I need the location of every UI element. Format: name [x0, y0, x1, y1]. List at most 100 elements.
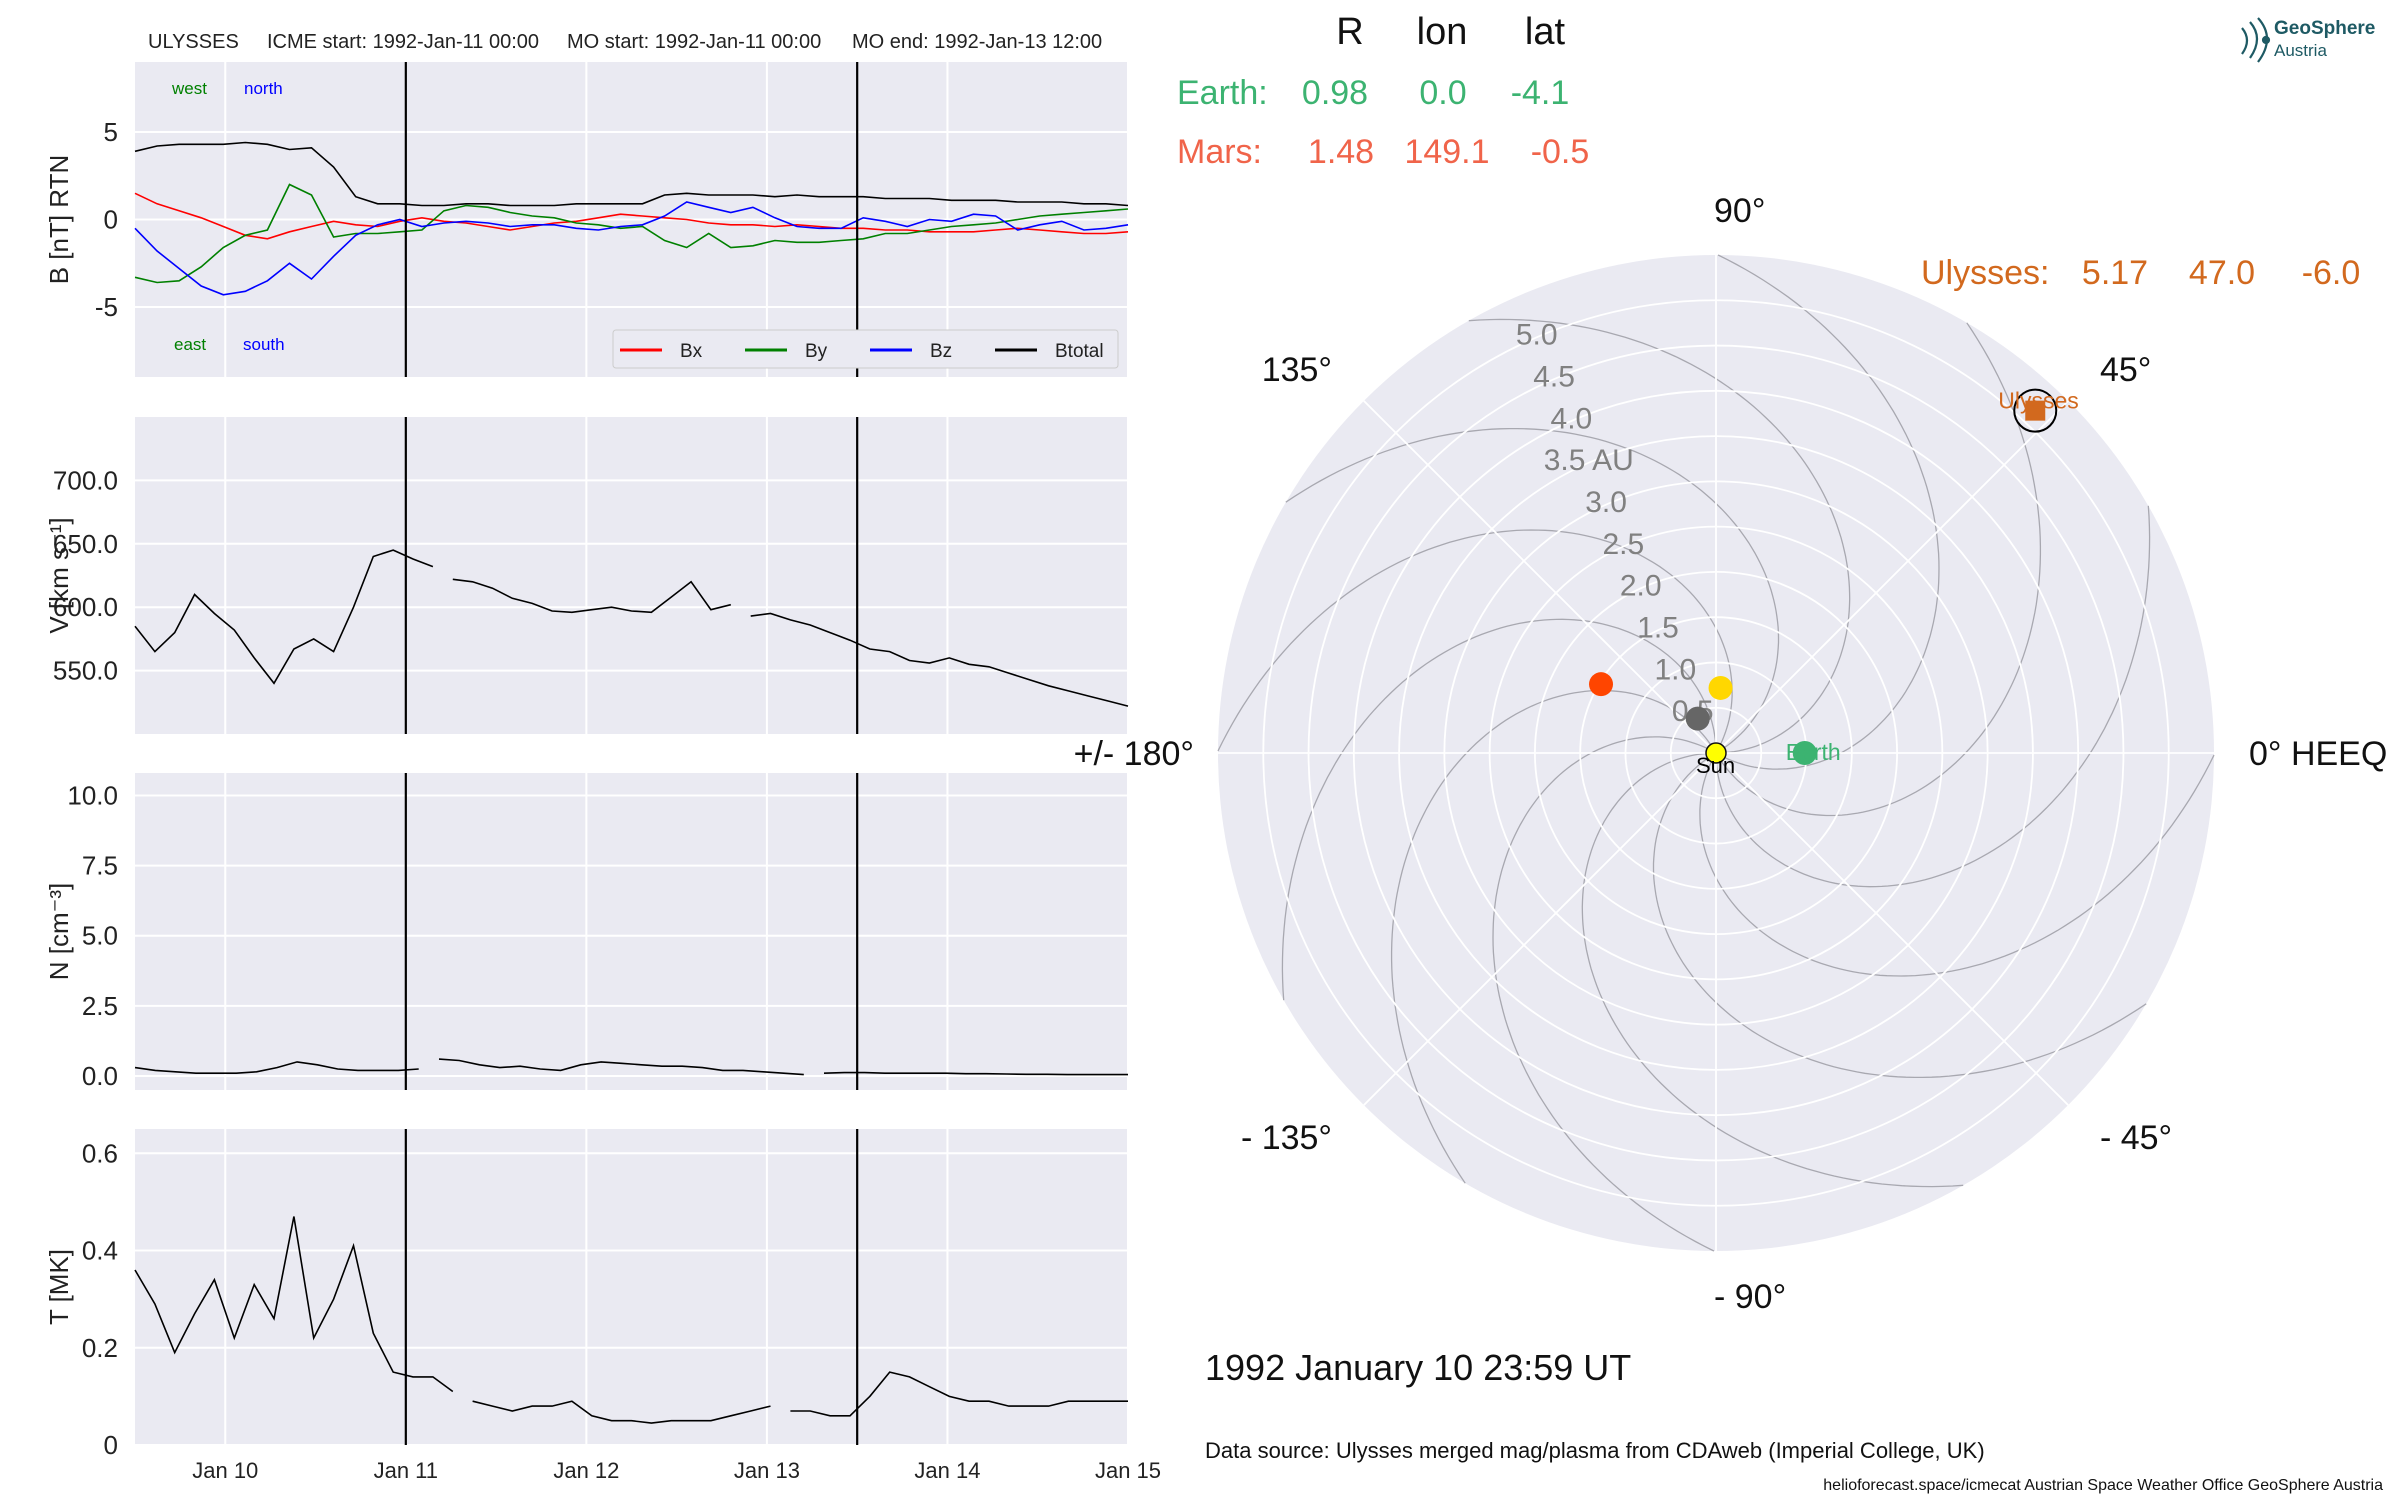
south-label: south [243, 335, 285, 354]
spiral-line [1699, 752, 2215, 977]
series-line-bz [134, 201, 1129, 296]
angle-label: 135° [1262, 351, 1332, 389]
north-label: north [244, 79, 283, 98]
timestamp: 1992 January 10 23:59 UT [1205, 1347, 1631, 1388]
series-line-t [472, 1400, 771, 1424]
spiral-line [1715, 505, 2151, 888]
mars-marker [1589, 672, 1614, 697]
spiral-line [1281, 618, 1717, 1001]
position-table: R lon lat Earth: 0.98 0.0 -4.1 Mars: 1.4… [1177, 11, 2360, 292]
y-tick-label: 5 [104, 117, 118, 147]
r-tick-label: 3.0 [1585, 486, 1627, 519]
series-line-v [750, 612, 1129, 707]
series-line-by [134, 183, 1129, 284]
series-line-bx [134, 192, 1129, 240]
angle-label: 0° HEEQ [2249, 735, 2387, 773]
ulysses-label: Ulysses [1998, 388, 2079, 414]
angular-gridline [1715, 400, 2069, 754]
venus-marker [1708, 675, 1733, 700]
panel-t: Jan 10 Jan 11 Jan 12 Jan 13 Jan 14 Jan 15 0 0.2… [44, 1129, 1161, 1483]
mo-end-text: MO end: 1992-Jan-13 12:00 [852, 31, 1102, 53]
series-line-btotal [134, 141, 1129, 207]
header-lat: lat [1525, 11, 1566, 53]
legend-bx-label: Bx [680, 341, 703, 362]
y-tick-label: 0 [104, 205, 118, 235]
mars-lat: -0.5 [1531, 133, 1590, 171]
earth-label: Earth: [1177, 74, 1268, 112]
spiral-line [1715, 254, 1940, 770]
y-axis-label: B [nT] RTN [44, 155, 74, 285]
angle-label: - 45° [2100, 1119, 2172, 1157]
r-tick-label: 1.0 [1654, 653, 1696, 686]
angle-label: - 135° [1241, 1119, 1332, 1157]
r-tick-label: 2.5 [1603, 528, 1645, 561]
r-tick-label: 2.0 [1620, 570, 1662, 603]
mars-label: Mars: [1177, 133, 1262, 171]
spiral-line [1492, 736, 1717, 1252]
earth-marker [1792, 741, 1817, 765]
ulysses-lat: -6.0 [2302, 254, 2361, 292]
x-tick-label: Jan 12 [553, 1458, 619, 1483]
r-tick-label: 1.5 [1637, 612, 1679, 645]
ulysses-marker-ring [2013, 388, 2058, 433]
r-tick-label: 3.5 AU [1544, 444, 1634, 477]
y-axis-label: V [km s⁻¹] [44, 517, 74, 633]
mo-start-text: MO start: 1992-Jan-11 00:00 [567, 31, 821, 53]
icme-start-text: ICME start: 1992-Jan-11 00:00 [267, 31, 539, 53]
legend-btotal-label: Btotal [1055, 341, 1104, 362]
logo-line2: Austria [2274, 41, 2327, 60]
x-tick-label: Jan 10 [192, 1458, 258, 1483]
ulysses-r: 5.17 [2082, 254, 2148, 292]
spiral-line [1217, 529, 1733, 754]
angular-gridline [1363, 752, 1717, 1106]
panel-n: 0.0 2.5 5.0 7.5 10.0 N [cm⁻³] [44, 773, 1129, 1091]
y-tick-label: 0.4 [82, 1236, 118, 1266]
y-tick-label: 7.5 [82, 851, 118, 881]
r-tick-label: 4.5 [1533, 361, 1575, 394]
panel-bx: -5 0 5 B [nT] RTN [44, 62, 1129, 377]
panel-background [135, 1129, 1128, 1445]
y-tick-label: 600.0 [53, 592, 118, 622]
y-tick-label: 0 [104, 1430, 118, 1460]
x-tick-label: Jan 13 [734, 1458, 800, 1483]
series-line-t [790, 1371, 1128, 1417]
series-line-v [452, 578, 731, 614]
polar-plot: 0.51.01.52.02.53.03.5 AU4.04.55.090°45°0… [1074, 192, 2388, 1316]
data-source: Data source: Ulysses merged mag/plasma f… [1205, 1438, 1985, 1463]
legend: Bx By Bz Btotal [612, 329, 1119, 369]
legend-by-label: By [805, 341, 828, 362]
panel-v: 550.0 600.0 650.0 700.0 V [km s⁻¹] [44, 417, 1129, 734]
angular-gridline [1363, 400, 1717, 754]
earth-r: 0.98 [1302, 74, 1368, 112]
earth-lat: -4.1 [1511, 74, 1570, 112]
logo-mark-icon [2241, 17, 2271, 63]
r-tick-label: 4.0 [1551, 402, 1593, 435]
y-tick-label: 0.6 [82, 1138, 118, 1168]
angle-label: - 90° [1714, 1278, 1786, 1316]
series-line-n [134, 1061, 419, 1074]
mars-r: 1.48 [1308, 133, 1374, 171]
east-label: east [174, 335, 206, 354]
x-tick-label: Jan 14 [914, 1458, 980, 1483]
series-line-t [134, 1216, 454, 1393]
angle-label: 90° [1714, 192, 1765, 230]
y-tick-label: 5.0 [82, 921, 118, 951]
ulysses-marker [2025, 400, 2046, 421]
ulysses-label: Ulysses: [1921, 254, 2049, 292]
spiral-line [1581, 752, 1964, 1188]
y-axis-label: T [MK] [44, 1249, 74, 1325]
footer-credits: helioforecast.space/icmecat Austrian Spa… [1823, 1477, 2383, 1494]
x-tick-label: Jan 15 [1095, 1458, 1161, 1483]
y-tick-label: -5 [95, 292, 118, 322]
header-lon: lon [1417, 11, 1468, 53]
series-line-n [438, 1058, 804, 1076]
timeseries-panels: -5 0 5 B [nT] RTN 550.0 600.0 650.0 700.0 V [km … [44, 62, 1161, 1483]
y-tick-label: 2.5 [82, 991, 118, 1021]
x-tick-label: Jan 11 [374, 1458, 438, 1483]
earth-lon: 0.0 [1419, 74, 1466, 112]
sun-marker [1705, 742, 1727, 764]
sun-label: Sun [1696, 753, 1735, 778]
y-tick-label: 550.0 [53, 656, 118, 686]
earth-label: Earth [1786, 739, 1841, 765]
